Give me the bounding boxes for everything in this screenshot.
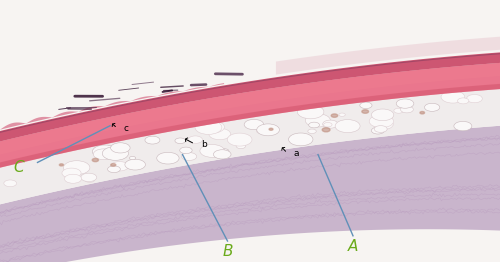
Circle shape: [396, 99, 414, 108]
Circle shape: [125, 159, 146, 170]
Circle shape: [298, 105, 324, 119]
Polygon shape: [276, 37, 500, 75]
Circle shape: [289, 135, 303, 143]
Polygon shape: [0, 52, 500, 141]
Circle shape: [92, 145, 118, 158]
Circle shape: [306, 114, 330, 127]
Circle shape: [92, 159, 98, 162]
Circle shape: [373, 119, 393, 129]
Circle shape: [195, 120, 222, 134]
Circle shape: [64, 174, 82, 183]
Circle shape: [60, 164, 64, 166]
Circle shape: [180, 147, 192, 154]
Circle shape: [339, 113, 345, 116]
Circle shape: [202, 121, 224, 133]
Circle shape: [424, 103, 440, 111]
Circle shape: [374, 125, 387, 132]
Text: b: b: [201, 140, 207, 149]
Circle shape: [362, 110, 368, 113]
Circle shape: [228, 133, 252, 146]
Circle shape: [200, 144, 224, 157]
Circle shape: [322, 120, 338, 128]
Circle shape: [458, 98, 469, 104]
Polygon shape: [0, 83, 224, 130]
Text: A: A: [348, 239, 358, 254]
Circle shape: [108, 166, 120, 173]
Circle shape: [156, 152, 179, 164]
Circle shape: [81, 173, 96, 182]
Circle shape: [188, 136, 202, 143]
Circle shape: [324, 123, 332, 127]
Circle shape: [110, 162, 128, 171]
Circle shape: [400, 106, 413, 113]
Circle shape: [111, 164, 116, 166]
Circle shape: [466, 95, 482, 103]
Circle shape: [214, 150, 231, 159]
Circle shape: [256, 129, 265, 133]
Circle shape: [145, 136, 160, 144]
Circle shape: [335, 119, 360, 133]
Circle shape: [288, 133, 313, 146]
Circle shape: [441, 91, 464, 103]
Circle shape: [372, 127, 384, 134]
Circle shape: [394, 108, 404, 113]
Circle shape: [94, 149, 114, 160]
Circle shape: [110, 143, 130, 153]
Text: C: C: [14, 160, 24, 175]
Circle shape: [360, 102, 372, 108]
Circle shape: [308, 122, 320, 128]
Circle shape: [244, 119, 264, 130]
Polygon shape: [0, 84, 500, 168]
Circle shape: [372, 109, 394, 121]
Circle shape: [4, 180, 16, 187]
Circle shape: [331, 114, 338, 117]
Circle shape: [308, 129, 316, 134]
Circle shape: [102, 147, 128, 160]
Circle shape: [236, 144, 246, 149]
Polygon shape: [0, 89, 500, 204]
Circle shape: [130, 156, 136, 160]
Circle shape: [84, 177, 94, 182]
Polygon shape: [0, 126, 500, 262]
Polygon shape: [0, 63, 500, 155]
Circle shape: [209, 128, 231, 140]
Polygon shape: [0, 63, 500, 168]
Circle shape: [420, 112, 424, 114]
Circle shape: [454, 121, 472, 131]
Circle shape: [322, 128, 330, 132]
Circle shape: [175, 138, 186, 144]
Text: a: a: [294, 149, 299, 158]
Circle shape: [269, 128, 273, 130]
Circle shape: [369, 115, 394, 128]
Circle shape: [257, 124, 280, 136]
Circle shape: [220, 149, 229, 154]
Circle shape: [182, 152, 196, 160]
Circle shape: [62, 168, 81, 178]
Circle shape: [64, 161, 90, 174]
Text: B: B: [222, 244, 233, 259]
Text: c: c: [124, 124, 128, 133]
